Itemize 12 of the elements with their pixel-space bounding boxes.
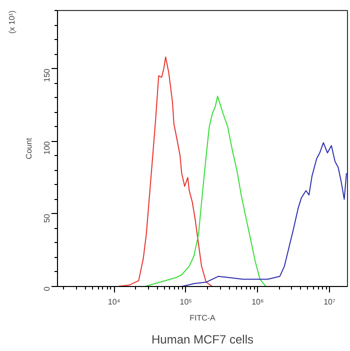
- text: Human MCF7 cells: [151, 332, 254, 346]
- y-tick-label: 100: [42, 140, 52, 155]
- text: (x 10¹): [8, 10, 16, 34]
- x-tick-label: 10⁴: [108, 298, 121, 306]
- y-tick-label: 150: [42, 68, 52, 82]
- y-axis-title: Count: [24, 137, 34, 160]
- x-tick-label: 10⁷: [324, 298, 336, 306]
- x-tick-label: 10⁵: [180, 298, 192, 306]
- x-axis-title: FITC-A: [190, 314, 216, 322]
- x-tick-label: 10⁶: [252, 298, 264, 306]
- y-tick-label: 0: [42, 286, 52, 291]
- y-tick-label: 50: [42, 213, 52, 223]
